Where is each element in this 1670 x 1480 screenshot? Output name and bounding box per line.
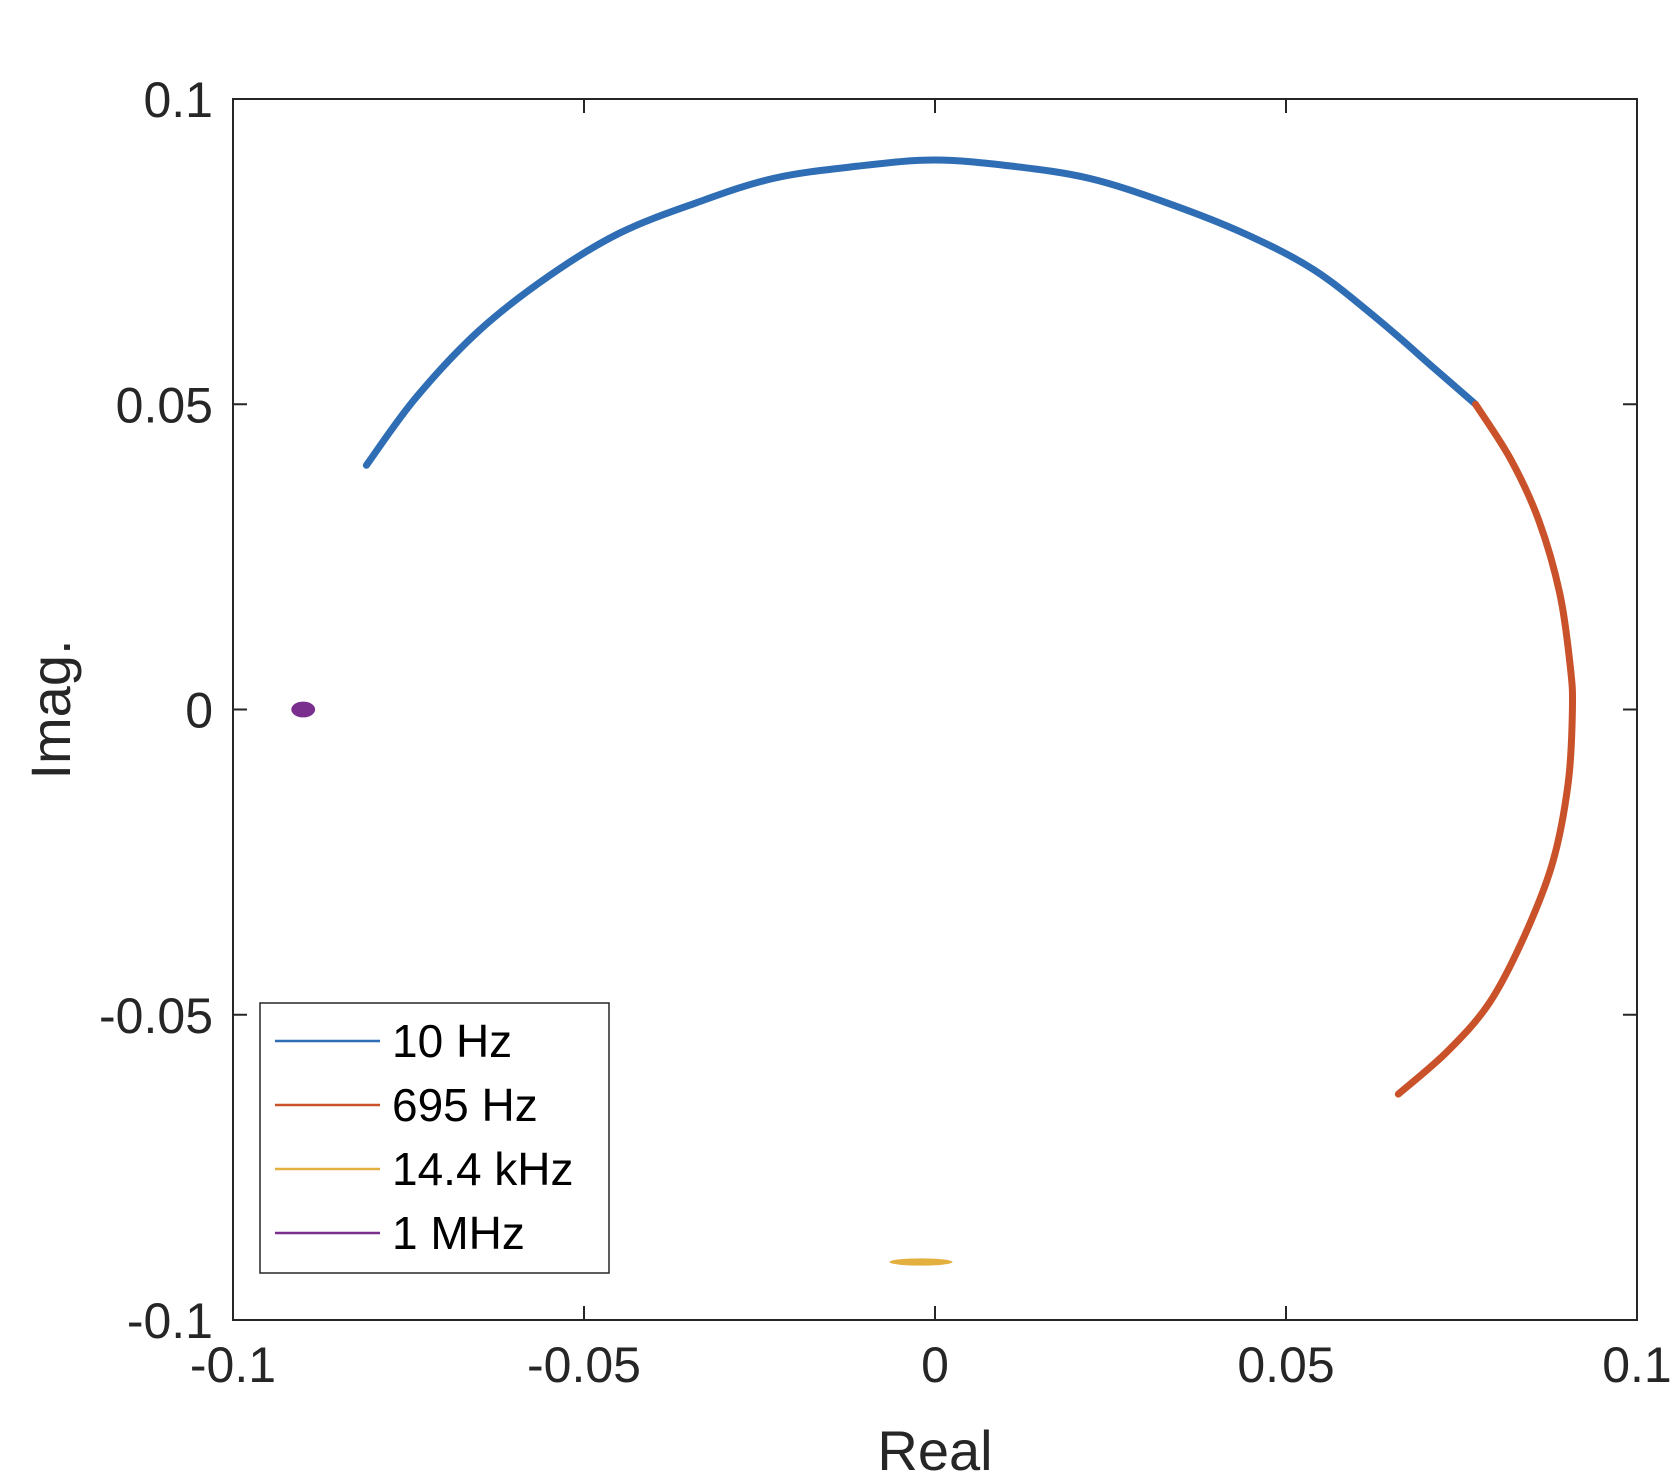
x-axis-label: Real [877, 1419, 992, 1480]
x-tick-label: 0.1 [1602, 1337, 1670, 1393]
y-tick-label: 0.05 [116, 377, 213, 433]
x-tick-label: 0.05 [1237, 1337, 1334, 1393]
legend-label: 695 Hz [392, 1079, 538, 1131]
y-tick-label: -0.1 [127, 1293, 213, 1349]
series-10-hz [362, 156, 1480, 469]
legend-box [259, 1002, 610, 1274]
y-tick-label: 0 [185, 683, 213, 739]
x-tick-label: 0 [921, 1337, 949, 1393]
x-tick-label: -0.1 [190, 1337, 276, 1393]
series-layer [291, 156, 1577, 1266]
ticks-layer: -0.1 -0.05 0 0.05 0.1 -0.1 -0.05 0 0.05 0.1 [99, 72, 1670, 1393]
legend-label: 1 MHz [392, 1207, 525, 1259]
series-14-4-khz [889, 1258, 953, 1266]
series-1-mhz [291, 701, 316, 718]
legend-label: 14.4 kHz [392, 1143, 574, 1195]
y-axis-label: Imag. [19, 639, 82, 779]
x-tick-label: -0.05 [527, 1337, 641, 1393]
y-tick-label: 0.1 [143, 72, 213, 128]
legend-label: 10 Hz [392, 1015, 512, 1067]
y-tick-label: -0.05 [99, 988, 213, 1044]
series-695-hz [1394, 400, 1577, 1098]
legend: 10 Hz 695 Hz 14.4 kHz 1 MHz [259, 1002, 610, 1274]
